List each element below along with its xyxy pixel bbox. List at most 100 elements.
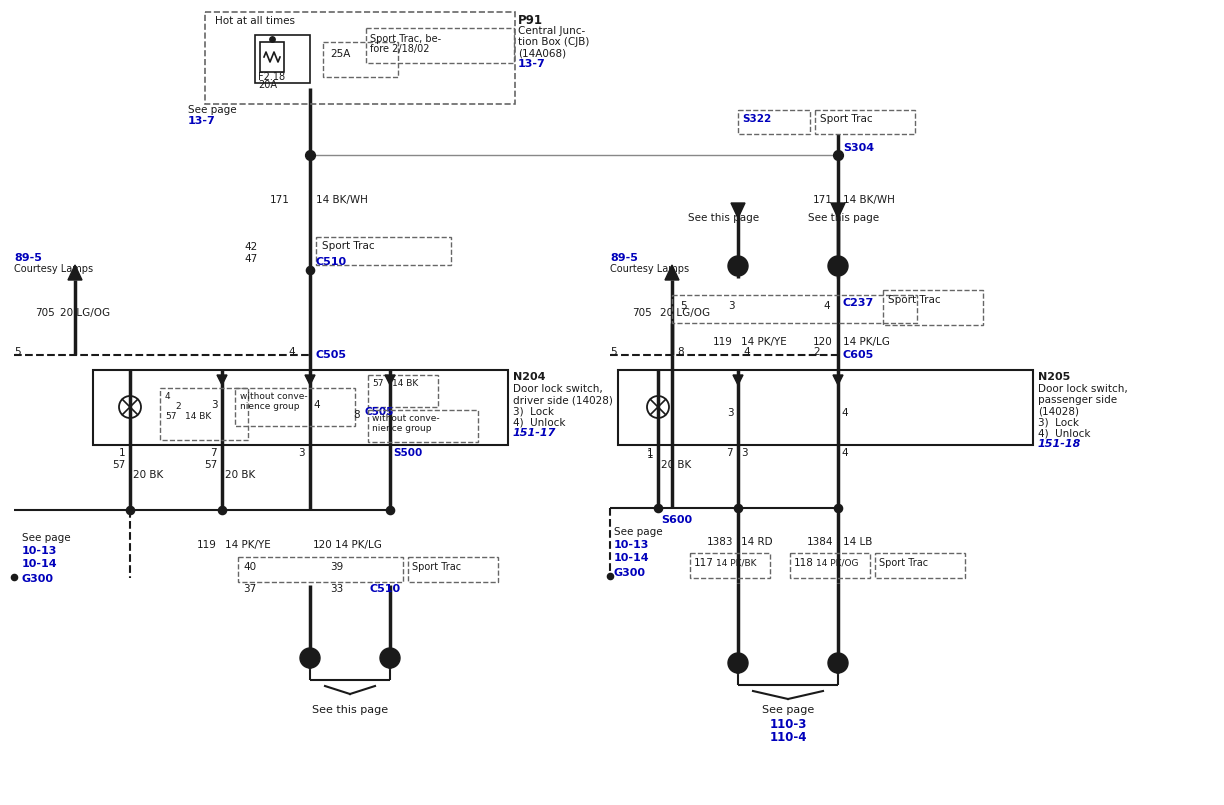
Text: Sport Trac, be-: Sport Trac, be- [370, 34, 441, 44]
Point [212, 504, 231, 517]
Polygon shape [386, 375, 395, 385]
Text: F2.18: F2.18 [258, 72, 285, 82]
Text: driver side (14028): driver side (14028) [513, 395, 613, 405]
Text: 14 BK/WH: 14 BK/WH [843, 195, 895, 205]
Text: 25A: 25A [330, 49, 350, 59]
Text: 4: 4 [841, 448, 848, 458]
Text: 14 BK/WH: 14 BK/WH [316, 195, 368, 205]
Text: See this page: See this page [808, 213, 879, 223]
Text: 14 BK: 14 BK [392, 379, 419, 388]
Text: 1384: 1384 [807, 537, 834, 547]
Text: 20 BK: 20 BK [661, 460, 692, 470]
Text: S304: S304 [843, 143, 874, 153]
Text: 151-17: 151-17 [513, 428, 557, 438]
Text: D: D [834, 658, 842, 668]
Text: 3)  Lock: 3) Lock [1038, 417, 1080, 427]
Text: 7: 7 [211, 448, 217, 458]
Text: 8: 8 [354, 410, 360, 420]
Text: 42: 42 [245, 242, 258, 252]
Bar [690, 553, 770, 578]
Polygon shape [217, 375, 226, 385]
Text: C: C [734, 658, 742, 668]
Bar [323, 42, 398, 77]
Text: 10-14: 10-14 [614, 553, 650, 563]
Circle shape [728, 653, 748, 673]
Point [600, 570, 619, 583]
Text: 13-7: 13-7 [518, 59, 546, 69]
Text: 37: 37 [244, 584, 256, 594]
Bar [875, 553, 965, 578]
Point [300, 263, 319, 276]
Text: Door lock switch,: Door lock switch, [1038, 384, 1127, 394]
Text: 33: 33 [330, 584, 343, 594]
Circle shape [827, 256, 848, 276]
Point [381, 504, 400, 517]
Text: Sport Trac: Sport Trac [879, 558, 928, 568]
Text: nience group: nience group [372, 424, 432, 433]
Text: 89-5: 89-5 [13, 253, 42, 263]
Bar [255, 35, 310, 83]
Text: 14 PK/YE: 14 PK/YE [225, 540, 271, 550]
Text: C510: C510 [316, 257, 348, 267]
Text: 14 RD: 14 RD [741, 537, 772, 547]
Text: 14 PK/OG: 14 PK/OG [816, 558, 858, 567]
Text: Door lock switch,: Door lock switch, [513, 384, 602, 394]
Text: 20 LG/OG: 20 LG/OG [660, 308, 710, 318]
Text: nience group: nience group [240, 402, 300, 411]
Bar [237, 557, 403, 582]
Bar [672, 295, 917, 323]
Text: S322: S322 [742, 114, 771, 124]
Text: See this page: See this page [312, 705, 388, 715]
Point [649, 502, 668, 514]
Text: 119: 119 [197, 540, 217, 550]
Text: 119: 119 [714, 337, 733, 347]
Text: 20A: 20A [258, 80, 277, 90]
Text: 171: 171 [813, 195, 834, 205]
Bar [815, 110, 916, 134]
Text: 89-5: 89-5 [610, 253, 638, 263]
Text: 151-18: 151-18 [1038, 439, 1081, 449]
Polygon shape [305, 375, 315, 385]
Text: passenger side: passenger side [1038, 395, 1118, 405]
Bar [738, 110, 810, 134]
Text: 10-14: 10-14 [22, 559, 58, 569]
Text: 120: 120 [813, 337, 834, 347]
Text: 8: 8 [677, 347, 684, 357]
Circle shape [379, 648, 400, 668]
Text: 2: 2 [814, 347, 820, 357]
Bar [366, 28, 514, 63]
Bar [789, 553, 870, 578]
Text: 57: 57 [372, 379, 383, 388]
Text: P91: P91 [518, 14, 543, 27]
Text: 4)  Unlock: 4) Unlock [513, 417, 565, 427]
Text: 13-7: 13-7 [188, 116, 215, 126]
Text: C605: C605 [843, 350, 874, 360]
Text: 20 BK: 20 BK [133, 470, 163, 480]
Bar [259, 42, 284, 72]
Text: Central Junc-: Central Junc- [518, 26, 585, 36]
Text: B: B [835, 261, 842, 271]
Text: See page: See page [22, 533, 71, 543]
Text: 14 PK/YE: 14 PK/YE [741, 337, 787, 347]
Text: Sport Trac: Sport Trac [412, 562, 461, 572]
Text: Sport Trac: Sport Trac [322, 241, 375, 251]
Text: Sport Trac: Sport Trac [820, 114, 873, 124]
Text: 171: 171 [271, 195, 290, 205]
Text: 20 BK: 20 BK [225, 470, 256, 480]
Polygon shape [383, 655, 397, 670]
Text: 14 PK/BK: 14 PK/BK [716, 558, 756, 567]
Text: See page: See page [188, 105, 236, 115]
Text: 10-13: 10-13 [614, 540, 650, 550]
Text: 3: 3 [299, 448, 305, 458]
Circle shape [728, 256, 748, 276]
Polygon shape [731, 660, 745, 675]
Text: 57: 57 [165, 412, 176, 421]
Text: 5: 5 [681, 301, 687, 311]
Text: 3)  Lock: 3) Lock [513, 406, 554, 416]
Text: without conve-: without conve- [240, 392, 307, 401]
Polygon shape [733, 375, 743, 385]
Text: C505: C505 [365, 407, 394, 417]
Text: 57: 57 [203, 460, 217, 470]
Text: 1: 1 [646, 448, 652, 458]
Bar [316, 237, 450, 265]
